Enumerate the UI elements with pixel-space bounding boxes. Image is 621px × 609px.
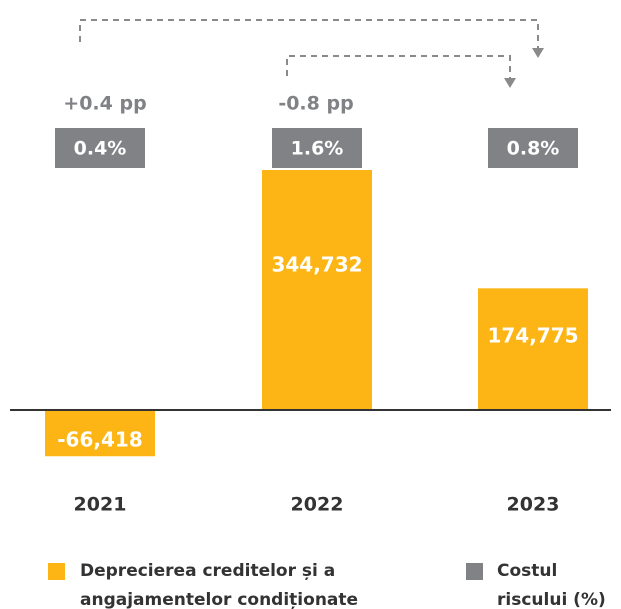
data-label: 344,732 — [271, 253, 362, 277]
arrow-head — [532, 48, 544, 58]
x-tick-label: 2023 — [507, 494, 560, 516]
bar — [478, 288, 588, 410]
cost-label: 0.4% — [74, 138, 127, 160]
cost-box — [55, 128, 145, 168]
data-label: -66,418 — [57, 428, 142, 452]
x-tick-label: 2021 — [74, 494, 127, 516]
x-tick-label: 2022 — [291, 494, 344, 516]
annotation: -0.8 pp — [278, 93, 353, 115]
cost-box — [488, 128, 578, 168]
legend-label: Deprecierea creditelor și a angajamentel… — [80, 561, 359, 609]
legend-label: Costul riscului (%) — [497, 561, 606, 609]
cost-label: 0.8% — [507, 138, 560, 160]
arrow — [79, 19, 539, 50]
legend-swatch — [48, 563, 65, 580]
bar — [262, 170, 372, 410]
bar — [45, 410, 155, 457]
arrow-head — [504, 78, 516, 88]
cost-label: 1.6% — [291, 138, 344, 160]
legend-swatch — [466, 563, 483, 580]
arrow — [286, 55, 511, 80]
cost-box — [272, 128, 362, 168]
annotation: +0.4 pp — [63, 93, 146, 115]
data-label: 174,775 — [487, 323, 578, 347]
